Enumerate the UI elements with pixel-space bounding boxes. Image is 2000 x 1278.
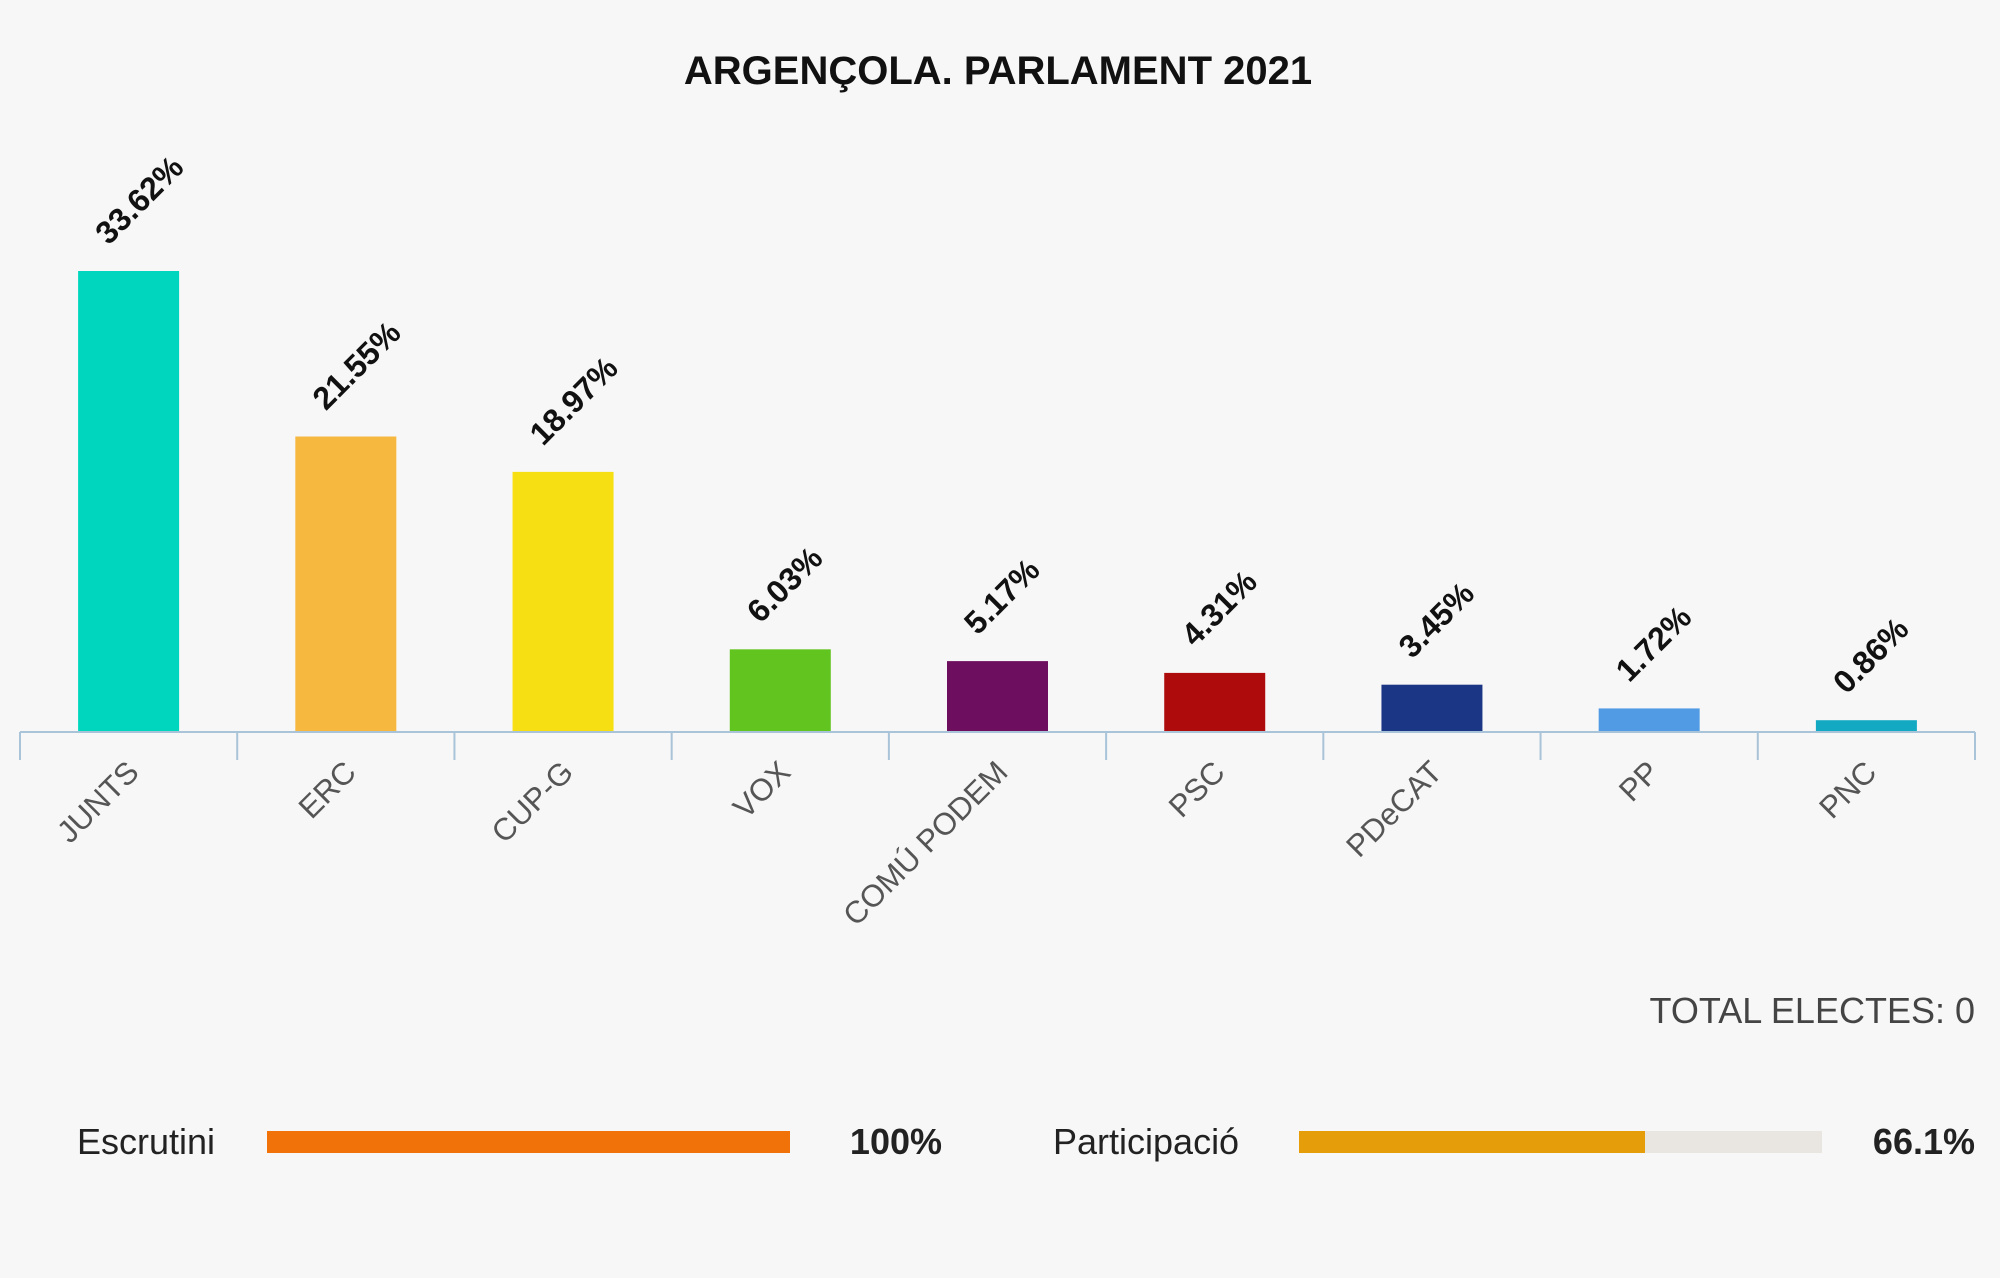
value-label-comu-podem: 5.17% xyxy=(957,551,1047,641)
bar-psc xyxy=(1164,672,1266,732)
bar-pdecat xyxy=(1381,684,1483,732)
participacio-label: Participació xyxy=(1053,1121,1240,1162)
value-label-pdecat: 3.45% xyxy=(1391,575,1481,665)
bar-comu-podem xyxy=(947,661,1048,732)
value-label-pnc: 0.86% xyxy=(1826,611,1916,701)
category-label-psc: PSC xyxy=(1162,754,1232,824)
participacio-value: 66.1% xyxy=(1872,1121,1975,1162)
category-label-pdecat: PDeCAT xyxy=(1339,754,1449,864)
chart-title: ARGENÇOLA. PARLAMENT 2021 xyxy=(684,49,1312,93)
bar-pnc xyxy=(1815,720,1917,732)
category-label-pnc: PNC xyxy=(1812,754,1883,825)
value-label-junts: 33.62% xyxy=(88,149,190,251)
participacio-bar xyxy=(1299,1131,1822,1153)
category-label-comu-podem: COMÚ PODEM xyxy=(836,754,1014,932)
bar-vox xyxy=(729,649,831,732)
escrutini-label: Escrutini xyxy=(77,1121,216,1162)
category-label-erc: ERC xyxy=(292,754,363,825)
escrutini-bar-fill xyxy=(267,1131,790,1153)
category-label-vox: VOX xyxy=(726,754,797,825)
value-label-vox: 6.03% xyxy=(740,540,830,630)
bar-cup-g xyxy=(512,471,614,732)
escrutini-bar xyxy=(267,1131,790,1153)
bar-chart: ARGENÇOLA. PARLAMENT 2021 33.62% JUNTS 21.… xyxy=(19,49,1976,932)
value-label-erc: 21.55% xyxy=(305,314,407,416)
total-electes: TOTAL ELECTES: 0 xyxy=(1649,990,1975,1031)
bar-erc xyxy=(295,436,397,732)
bar-junts xyxy=(78,271,180,732)
value-label-pp: 1.72% xyxy=(1609,599,1699,689)
value-label-psc: 4.31% xyxy=(1174,563,1264,653)
category-label-cup-g: CUP-G xyxy=(485,754,580,849)
category-label-pp: PP xyxy=(1612,754,1666,808)
bar-pp xyxy=(1598,708,1700,732)
category-label-junts: JUNTS xyxy=(50,754,145,849)
participacio-bar-fill xyxy=(1299,1131,1645,1153)
escrutini-value: 100% xyxy=(849,1121,942,1162)
value-label-cup-g: 18.97% xyxy=(523,350,625,452)
